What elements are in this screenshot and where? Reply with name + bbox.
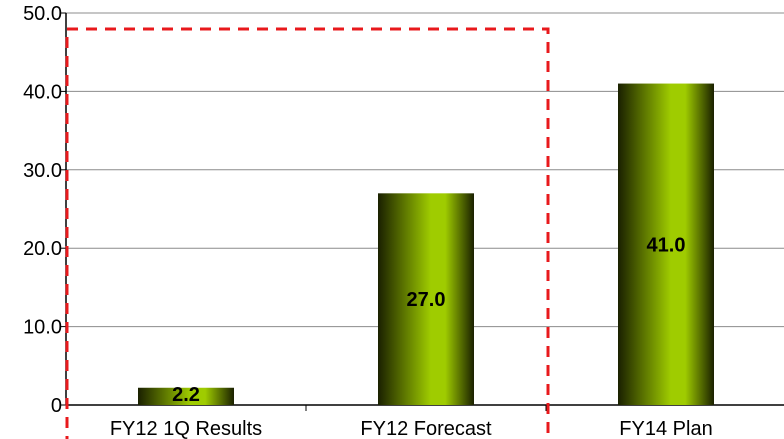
bar: [618, 83, 714, 405]
y-tick-label: 10.0: [23, 317, 62, 339]
x-tick-label: FY14 Plan: [619, 418, 712, 439]
y-tick-label: 0: [51, 395, 62, 417]
highlight-box: [65, 27, 550, 439]
y-tick-label: 40.0: [23, 81, 62, 103]
x-tick-label: FY12 1Q Results: [110, 418, 262, 439]
y-tick-label: 50.0: [23, 3, 62, 25]
y-tick-label: 30.0: [23, 160, 62, 182]
data-label: 2.2: [172, 384, 200, 406]
data-label: 27.0: [407, 289, 446, 311]
bar: [378, 193, 474, 405]
bar: [138, 387, 234, 405]
y-tick-label: 20.0: [23, 238, 62, 260]
data-label: 41.0: [647, 234, 686, 256]
x-tick-label: FY12 Forecast: [360, 418, 492, 439]
